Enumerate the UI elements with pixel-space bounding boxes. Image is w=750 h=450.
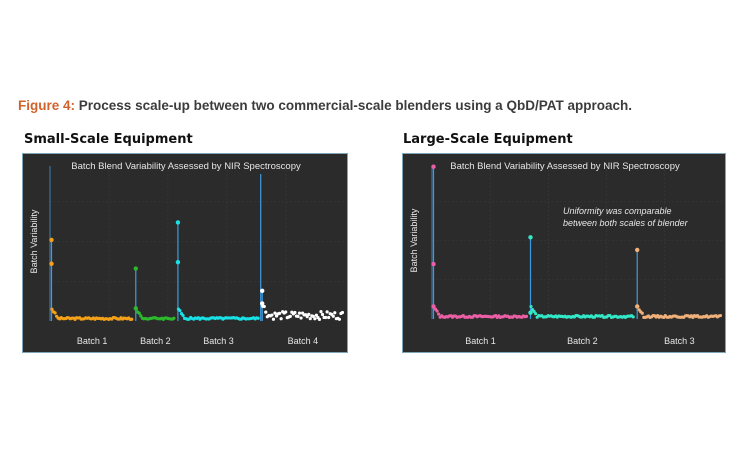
data-point	[134, 307, 138, 311]
panel-heading-small: Small-Scale Equipment	[24, 132, 193, 147]
data-point	[319, 310, 323, 314]
data-point	[139, 314, 143, 318]
batch-label: Batch 2	[140, 336, 171, 346]
series-batch-2	[133, 266, 176, 321]
data-point	[288, 314, 292, 318]
series-batch-4	[260, 288, 345, 321]
figure-label: Figure 4:	[18, 98, 76, 113]
data-point	[718, 313, 723, 318]
data-point	[640, 311, 644, 315]
data-point	[320, 312, 325, 317]
data-point	[181, 313, 185, 318]
data-point	[308, 317, 312, 321]
gridlines	[432, 162, 723, 319]
data-point	[323, 315, 328, 320]
data-point	[299, 316, 303, 320]
data-point	[529, 304, 533, 309]
data-point	[314, 313, 318, 317]
data-point	[178, 308, 182, 313]
batch-label: Batch 2	[567, 336, 598, 346]
data-point	[293, 310, 297, 315]
data-point	[635, 247, 640, 253]
data-point	[307, 312, 311, 316]
batch-label: Batch 1	[465, 336, 496, 346]
data-point	[49, 261, 54, 266]
data-point	[636, 304, 640, 309]
data-point	[631, 315, 635, 319]
data-point	[297, 311, 302, 315]
annotation-text: Uniformity was comparable	[563, 206, 672, 216]
data-point	[296, 314, 300, 318]
data-point	[260, 288, 265, 293]
figure-caption: Figure 4: Process scale-up between two c…	[18, 98, 632, 113]
chart-title: Batch Blend Variability Assessed by NIR …	[71, 161, 301, 172]
panel-heading-large: Large-Scale Equipment	[403, 132, 573, 147]
data-point	[172, 316, 176, 320]
annotation-text: between both scales of blender	[563, 218, 689, 228]
y-axis-label: Batch Variability	[409, 208, 419, 272]
data-point	[431, 164, 436, 169]
data-point	[311, 314, 315, 318]
data-point	[532, 309, 536, 314]
data-point	[331, 314, 335, 318]
data-point	[333, 311, 337, 315]
data-point	[130, 317, 134, 321]
data-point	[262, 304, 266, 309]
data-point	[528, 235, 533, 240]
series-batch-2	[528, 235, 635, 320]
data-point	[175, 259, 181, 265]
data-point	[431, 261, 436, 267]
series-batch-1	[431, 164, 529, 320]
data-point	[325, 310, 329, 314]
chart-svg: Batch Blend Variability Assessed by NIR …	[29, 161, 345, 346]
data-point	[279, 317, 283, 321]
chart-svg: Batch Blend Variability Assessed by NIR …	[409, 161, 723, 346]
y-axis-label: Batch Variability	[29, 209, 39, 273]
data-point	[256, 316, 260, 320]
large-scale-chart: Batch Blend Variability Assessed by NIR …	[402, 153, 726, 353]
data-point	[432, 305, 436, 309]
series-batch-3	[635, 247, 723, 320]
data-point	[53, 311, 57, 315]
data-point	[534, 312, 538, 316]
small-scale-chart: Batch Blend Variability Assessed by NIR …	[22, 153, 348, 353]
data-point	[435, 309, 439, 313]
data-point	[528, 310, 533, 315]
data-point	[175, 220, 181, 225]
data-point	[133, 266, 138, 271]
batch-label: Batch 3	[203, 336, 234, 346]
series-batch-3	[175, 220, 260, 321]
data-point	[340, 310, 345, 315]
data-point	[305, 315, 309, 319]
data-point	[313, 317, 317, 321]
data-point	[524, 314, 529, 319]
figure-text: Process scale-up between two commercial-…	[78, 98, 632, 113]
data-point	[264, 310, 268, 314]
data-point	[49, 237, 54, 243]
gridlines	[50, 162, 345, 321]
data-point	[271, 317, 276, 321]
data-point	[137, 311, 141, 315]
series-batch-1	[49, 237, 134, 321]
data-point	[277, 311, 282, 315]
data-point	[260, 301, 265, 306]
data-point	[284, 310, 288, 314]
data-point	[327, 315, 331, 320]
data-point	[273, 311, 277, 315]
data-point	[270, 313, 274, 317]
batch-label: Batch 1	[77, 336, 108, 346]
data-point	[317, 317, 322, 321]
batch-label: Batch 4	[288, 336, 319, 346]
data-point	[50, 307, 54, 311]
data-point	[437, 312, 441, 316]
data-point	[337, 317, 341, 321]
chart-title: Batch Blend Variability Assessed by NIR …	[450, 161, 680, 172]
batch-label: Batch 3	[664, 336, 695, 346]
